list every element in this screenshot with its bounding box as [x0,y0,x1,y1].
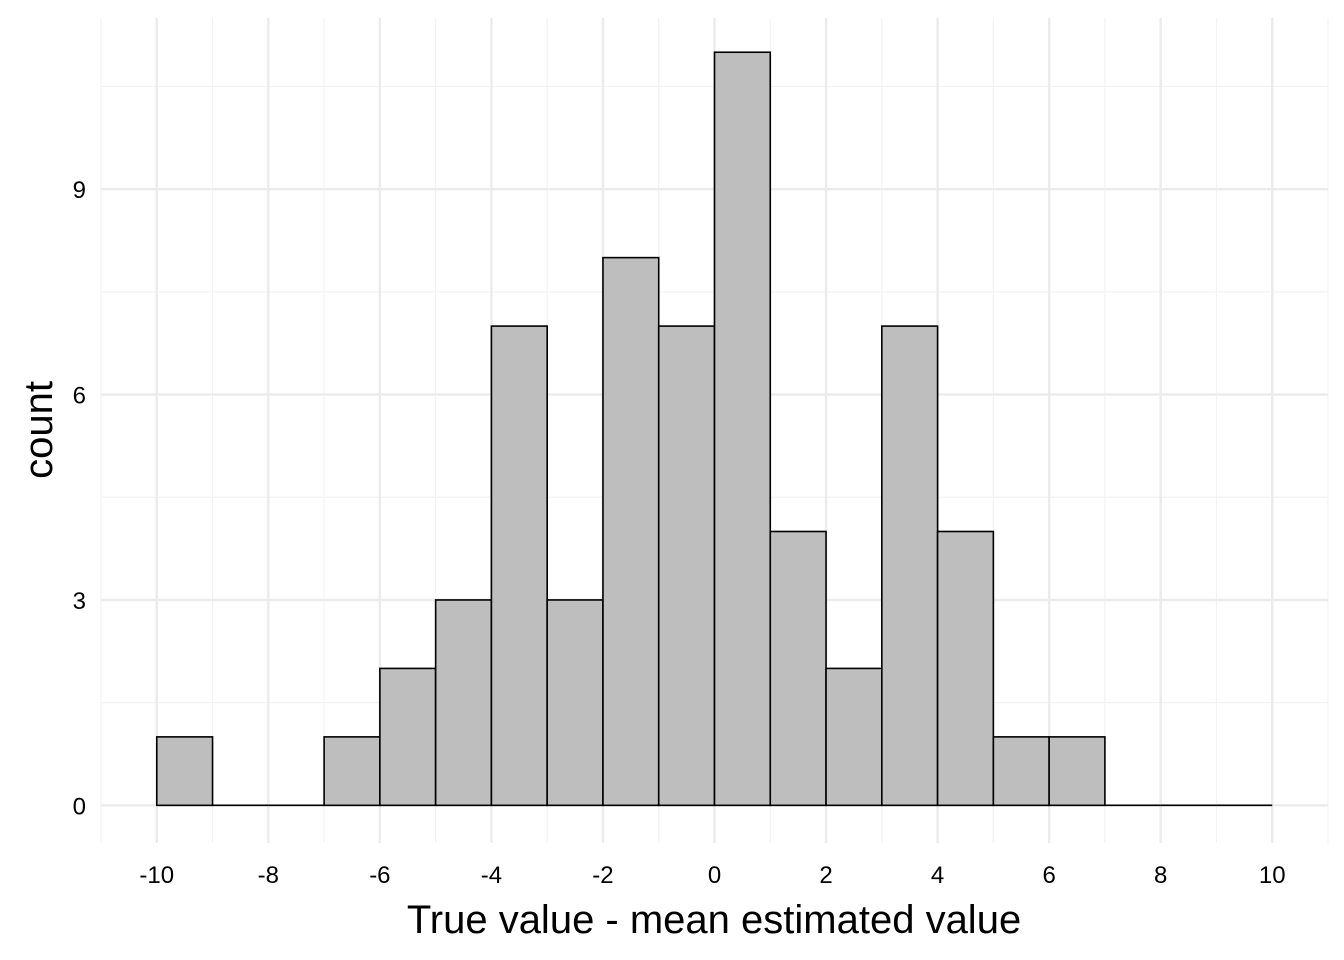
x-tick-label: 6 [1042,862,1055,889]
x-tick-label: 0 [708,862,721,889]
histogram-bar [1048,736,1106,807]
histogram-bar [825,667,883,807]
histogram-bar [992,736,1050,807]
histogram-bar [881,325,939,807]
y-tick-label: 9 [73,177,86,204]
x-tick-label: -4 [481,862,502,889]
histogram-bar [379,667,437,807]
y-tick-labels: 0 3 6 9 [73,177,86,820]
x-tick-label: -2 [592,862,613,889]
x-tick-label: 2 [819,862,832,889]
histogram-bar [769,530,827,807]
x-tick-label: 10 [1259,862,1286,889]
histogram-bar [936,530,995,807]
y-tick-label: 0 [73,793,86,820]
y-axis-title: count [17,381,61,479]
histogram-bar [657,325,716,807]
y-tick-label: 3 [73,588,86,615]
histogram-bar [546,599,604,807]
histogram-bar [713,51,772,807]
x-tick-label: 4 [931,862,944,889]
histogram-bar [490,325,548,807]
y-tick-label: 6 [73,383,86,410]
histogram-bar [602,256,660,807]
histogram-bar [434,599,493,807]
histogram-bar [323,736,381,807]
x-tick-label: -8 [258,862,279,889]
bars-layer [155,51,1273,807]
x-tick-label: -10 [139,862,174,889]
x-tick-label: 8 [1154,862,1167,889]
x-axis-title: True value - mean estimated value [407,898,1021,942]
x-tick-labels: -10 -8 -6 -4 -2 0 2 4 6 8 10 [139,862,1285,889]
x-tick-label: -6 [369,862,390,889]
histogram-bar [155,736,214,807]
